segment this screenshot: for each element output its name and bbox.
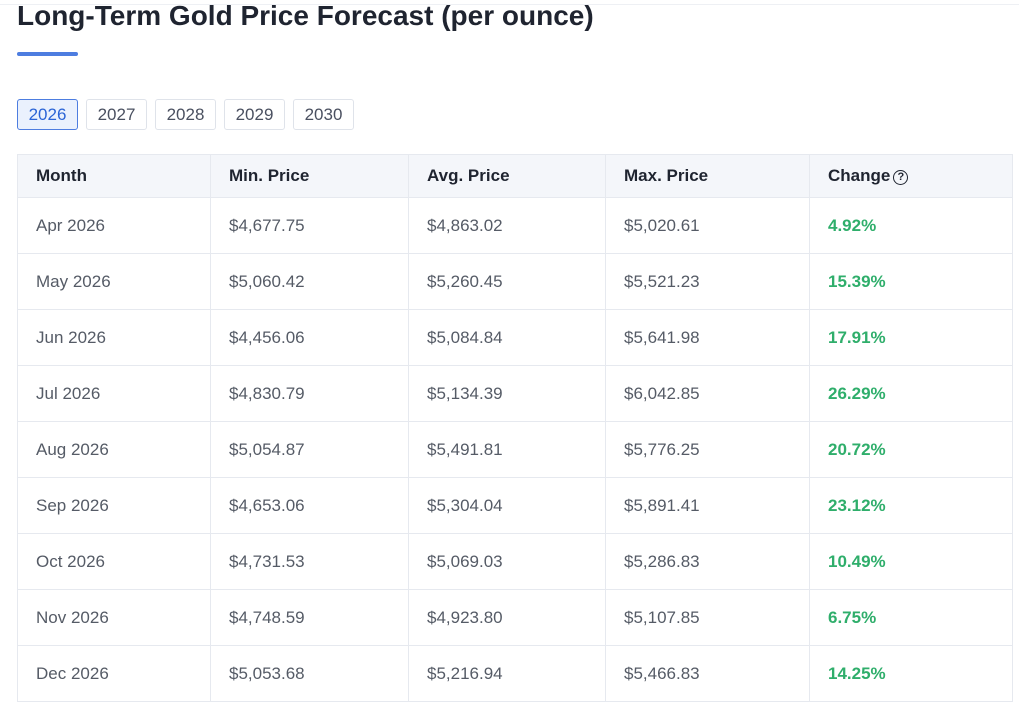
cell-change: 15.39% [809,253,1013,310]
cell-change: 26.29% [809,365,1013,422]
cell-max-price: $5,466.83 [605,645,810,702]
cell-min-price: $5,054.87 [210,421,409,478]
table-row: Jul 2026 $4,830.79 $5,134.39 $6,042.85 2… [17,365,1013,422]
cell-month: Nov 2026 [17,589,211,646]
cell-max-price: $5,891.41 [605,477,810,534]
table-row: May 2026 $5,060.42 $5,260.45 $5,521.23 1… [17,253,1013,310]
header-min-price: Min. Price [210,154,409,198]
table-row: Apr 2026 $4,677.75 $4,863.02 $5,020.61 4… [17,197,1013,254]
cell-min-price: $5,060.42 [210,253,409,310]
page-title: Long-Term Gold Price Forecast (per ounce… [17,0,594,31]
cell-max-price: $5,020.61 [605,197,810,254]
cell-avg-price: $5,491.81 [408,421,606,478]
cell-max-price: $5,521.23 [605,253,810,310]
cell-max-price: $5,107.85 [605,589,810,646]
cell-month: Aug 2026 [17,421,211,478]
cell-change: 17.91% [809,309,1013,366]
header-change-label: Change [828,166,891,185]
cell-month: Jun 2026 [17,309,211,366]
cell-max-price: $5,641.98 [605,309,810,366]
table-row: Sep 2026 $4,653.06 $5,304.04 $5,891.41 2… [17,477,1013,534]
cell-avg-price: $5,260.45 [408,253,606,310]
header-month: Month [17,154,211,198]
cell-change: 23.12% [809,477,1013,534]
cell-min-price: $4,830.79 [210,365,409,422]
cell-min-price: $4,748.59 [210,589,409,646]
cell-avg-price: $4,863.02 [408,197,606,254]
cell-avg-price: $4,923.80 [408,589,606,646]
cell-avg-price: $5,134.39 [408,365,606,422]
top-divider [0,4,1019,5]
cell-avg-price: $5,084.84 [408,309,606,366]
cell-change: 10.49% [809,533,1013,590]
cell-min-price: $4,731.53 [210,533,409,590]
cell-max-price: $5,776.25 [605,421,810,478]
title-underline [17,52,78,56]
cell-max-price: $6,042.85 [605,365,810,422]
cell-month: Oct 2026 [17,533,211,590]
cell-avg-price: $5,069.03 [408,533,606,590]
year-tabs: 2026 2027 2028 2029 2030 [17,99,354,130]
cell-change: 20.72% [809,421,1013,478]
year-tab-2030[interactable]: 2030 [293,99,354,130]
table-row: Aug 2026 $5,054.87 $5,491.81 $5,776.25 2… [17,421,1013,478]
cell-change: 4.92% [809,197,1013,254]
cell-min-price: $5,053.68 [210,645,409,702]
cell-change: 6.75% [809,589,1013,646]
table-row: Oct 2026 $4,731.53 $5,069.03 $5,286.83 1… [17,533,1013,590]
table-row: Jun 2026 $4,456.06 $5,084.84 $5,641.98 1… [17,309,1013,366]
cell-change: 14.25% [809,645,1013,702]
header-avg-price: Avg. Price [408,154,606,198]
table-row: Dec 2026 $5,053.68 $5,216.94 $5,466.83 1… [17,645,1013,702]
cell-month: Dec 2026 [17,645,211,702]
cell-month: Apr 2026 [17,197,211,254]
forecast-table: Month Min. Price Avg. Price Max. Price C… [17,154,1013,702]
table-row: Nov 2026 $4,748.59 $4,923.80 $5,107.85 6… [17,589,1013,646]
year-tab-2026[interactable]: 2026 [17,99,78,130]
cell-month: Sep 2026 [17,477,211,534]
cell-month: May 2026 [17,253,211,310]
year-tab-2029[interactable]: 2029 [224,99,285,130]
year-tab-2028[interactable]: 2028 [155,99,216,130]
cell-avg-price: $5,304.04 [408,477,606,534]
question-circle-icon[interactable]: ? [893,170,909,185]
header-max-price: Max. Price [605,154,810,198]
header-change: Change? [809,154,1013,198]
cell-month: Jul 2026 [17,365,211,422]
cell-min-price: $4,677.75 [210,197,409,254]
table-header-row: Month Min. Price Avg. Price Max. Price C… [17,154,1013,198]
cell-min-price: $4,456.06 [210,309,409,366]
cell-min-price: $4,653.06 [210,477,409,534]
cell-max-price: $5,286.83 [605,533,810,590]
year-tab-2027[interactable]: 2027 [86,99,147,130]
cell-avg-price: $5,216.94 [408,645,606,702]
